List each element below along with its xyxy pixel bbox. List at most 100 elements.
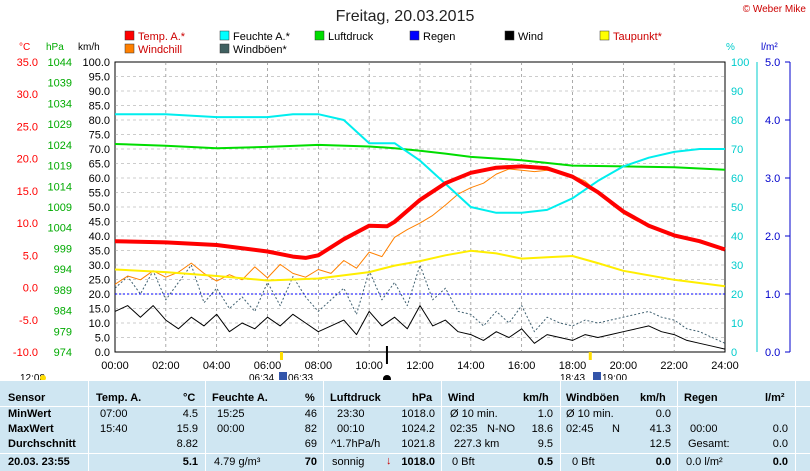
humid-tick-label: 50 xyxy=(731,202,743,214)
cell-value: 0.5 xyxy=(537,456,553,468)
x-tick-label: 04:00 xyxy=(203,360,231,372)
cell-value: 15.9 xyxy=(176,423,198,435)
x-tick-label: 08:00 xyxy=(305,360,333,372)
legend-swatch-gust xyxy=(219,43,230,54)
temp-tick-label: 10.0 xyxy=(17,218,38,230)
cell-time: 02:45 xyxy=(566,423,594,435)
press-tick-label: 989 xyxy=(54,285,72,297)
axis-unit-press: hPa xyxy=(46,42,64,53)
rain-tick-label: 2.0 xyxy=(765,231,780,243)
press-tick-label: 1039 xyxy=(48,78,72,90)
press-tick-label: 1009 xyxy=(48,202,72,214)
header-press: Luftdruck xyxy=(330,392,381,404)
legend-swatch-dew xyxy=(599,30,610,41)
x-tick-label: 18:00 xyxy=(559,360,587,372)
press-tick-label: 1029 xyxy=(48,119,72,131)
series-line-temp-taupunkt xyxy=(114,249,726,288)
cell-value: 41.3 xyxy=(649,423,671,435)
temp-tick-label: 0.0 xyxy=(23,283,38,295)
press-tick-label: 974 xyxy=(54,347,72,359)
cell-time: Gesamt: xyxy=(688,438,730,450)
x-tick-label: 20:00 xyxy=(610,360,638,372)
axis-unit-humid: % xyxy=(726,42,735,53)
temp-tick-label: 30.0 xyxy=(17,89,38,101)
rain-tick-label: 4.0 xyxy=(765,115,780,127)
header-rain-unit: l/m² xyxy=(765,392,785,404)
legend-label-dew: Taupunkt* xyxy=(613,31,663,43)
wind-tick-label: 5.0 xyxy=(95,333,110,345)
cell-value: 69 xyxy=(304,438,317,450)
cell-trend: ^1.7hPa/h xyxy=(331,438,381,450)
wind-tick-label: 25.0 xyxy=(89,275,110,287)
cell-absolute-humidity: 4.79 g/m³ xyxy=(214,456,261,468)
cell-value: 1.0 xyxy=(537,408,553,420)
wind-tick-label: 10.0 xyxy=(89,318,110,330)
x-tick-label: 14:00 xyxy=(457,360,485,372)
header-press-unit: hPa xyxy=(412,392,433,404)
rain-tick-label: 3.0 xyxy=(765,173,780,185)
axis-unit-rain: l/m² xyxy=(761,42,778,53)
cell-time: 15:40 xyxy=(100,423,128,435)
cell-value: 1024.2 xyxy=(401,423,435,435)
legend-swatch-rain xyxy=(409,30,420,41)
temp-tick-label: 20.0 xyxy=(17,154,38,166)
press-tick-label: 1014 xyxy=(48,181,72,193)
series-line-temp-tempa xyxy=(114,164,726,260)
dusk-time: 19:00 xyxy=(602,373,627,380)
header-temp: Temp. A. xyxy=(96,392,142,404)
rain-tick-label: 0.0 xyxy=(765,347,780,359)
legend-label-humid: Feuchte A.* xyxy=(233,31,291,43)
cell-value: 82 xyxy=(304,423,317,435)
header-gust-unit: km/h xyxy=(640,392,666,404)
cell-value: 0.0 xyxy=(772,423,788,435)
press-tick-label: 999 xyxy=(54,243,72,255)
moon-icon xyxy=(382,375,391,380)
press-tick-label: 984 xyxy=(54,306,72,318)
cell-value: 1018.0 xyxy=(401,456,435,468)
legend-label-wind: Wind xyxy=(518,31,543,43)
humid-tick-label: 100 xyxy=(731,57,749,69)
humid-tick-label: 10 xyxy=(731,318,743,330)
temp-tick-label: 5.0 xyxy=(23,250,38,262)
cell-value: 1021.8 xyxy=(401,438,435,450)
cell-time: 00:00 xyxy=(217,423,245,435)
cell-time: 00:00 xyxy=(690,423,718,435)
x-tick-label: 12:00 xyxy=(406,360,434,372)
axis-unit-wind: km/h xyxy=(78,42,100,53)
row-label: MaxWert xyxy=(8,423,54,435)
sunset-time: 18:43 xyxy=(560,373,585,380)
cell-value: 46 xyxy=(304,408,317,420)
axis-unit-temp: °C xyxy=(19,42,30,53)
press-tick-label: 1019 xyxy=(48,161,72,173)
header-sensor: Sensor xyxy=(8,392,46,404)
row-label: MinWert xyxy=(8,408,52,420)
header-humid-unit: % xyxy=(305,392,315,404)
wind-tick-label: 75.0 xyxy=(89,130,110,142)
humid-tick-label: 0 xyxy=(731,347,737,359)
legend-swatch-humid xyxy=(219,30,230,41)
cell-value: 18.6 xyxy=(531,423,553,435)
temp-tick-label: 35.0 xyxy=(17,57,38,69)
temp-tick-label: 25.0 xyxy=(17,121,38,133)
cell-value: 0.0 xyxy=(772,456,788,468)
series-line-wind-wind xyxy=(114,305,726,350)
wind-tick-label: 15.0 xyxy=(89,304,110,316)
x-tick-label: 06:00 xyxy=(254,360,282,372)
chart-title: Freitag, 20.03.2015 xyxy=(336,8,475,25)
series-line-wind-windben xyxy=(114,264,726,344)
sun-icon xyxy=(40,375,46,380)
row-label: Durchschnitt xyxy=(8,438,76,450)
dawn-time: 06:33 xyxy=(288,373,313,380)
press-tick-label: 1024 xyxy=(48,140,72,152)
wind-tick-label: 20.0 xyxy=(89,289,110,301)
legend-label-chill: Windchill xyxy=(138,44,182,56)
header-humid: Feuchte A. xyxy=(212,392,268,404)
wind-tick-label: 40.0 xyxy=(89,231,110,243)
cell-time: 15:25 xyxy=(217,408,245,420)
cell-time: Ø 10 min. xyxy=(450,408,498,420)
humid-tick-label: 30 xyxy=(731,260,743,272)
series-line-humid-feuchtea xyxy=(115,113,725,214)
sunrise-time: 06:34 xyxy=(249,373,274,380)
temp-tick-label: 15.0 xyxy=(17,186,38,198)
x-tick-label: 02:00 xyxy=(152,360,180,372)
